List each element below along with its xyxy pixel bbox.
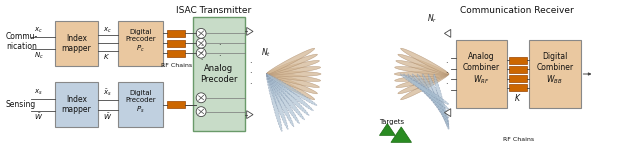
Ellipse shape [266, 74, 319, 88]
Ellipse shape [401, 48, 449, 74]
Bar [118, 21, 163, 66]
Ellipse shape [266, 74, 288, 130]
Ellipse shape [266, 48, 315, 74]
Circle shape [196, 93, 206, 103]
Text: Digital
Precoder
$P_c$: Digital Precoder $P_c$ [125, 29, 156, 54]
Text: ·
·
·: · · · [445, 59, 448, 89]
Ellipse shape [422, 74, 449, 125]
Ellipse shape [417, 74, 449, 122]
Polygon shape [380, 124, 396, 135]
Ellipse shape [400, 74, 449, 104]
Ellipse shape [266, 74, 309, 116]
Circle shape [196, 107, 206, 117]
Bar [509, 84, 527, 91]
Bar [456, 40, 508, 108]
Text: ·
·
·: · · · [218, 41, 220, 71]
Text: $\bar{W}$: $\bar{W}$ [34, 111, 43, 122]
Bar [193, 17, 244, 131]
Text: $\bar{x}_s$: $\bar{x}_s$ [103, 87, 112, 98]
Ellipse shape [266, 74, 282, 131]
Ellipse shape [266, 54, 317, 74]
Text: $x_c$: $x_c$ [103, 26, 112, 35]
Text: Index
mapper: Index mapper [61, 95, 91, 114]
Text: Analog
Precoder: Analog Precoder [200, 64, 237, 84]
Text: Digital
Combiner
$W_{BB}$: Digital Combiner $W_{BB}$ [536, 52, 573, 86]
Ellipse shape [266, 74, 315, 100]
Text: RF Chains: RF Chains [161, 63, 192, 68]
Ellipse shape [266, 74, 294, 127]
Polygon shape [246, 27, 253, 35]
Ellipse shape [398, 74, 449, 94]
Ellipse shape [266, 74, 305, 120]
Text: Communication Receiver: Communication Receiver [460, 6, 574, 15]
Ellipse shape [404, 74, 449, 110]
Text: $x_c$: $x_c$ [34, 26, 43, 35]
Bar [54, 82, 98, 127]
Text: $x_s$: $x_s$ [34, 88, 42, 97]
Ellipse shape [428, 74, 449, 128]
Bar [118, 82, 163, 127]
Bar [168, 50, 185, 57]
Circle shape [196, 48, 206, 58]
Bar [168, 101, 185, 108]
Polygon shape [444, 29, 451, 37]
Ellipse shape [396, 74, 449, 88]
Text: $\bar{W}$: $\bar{W}$ [103, 111, 112, 122]
Text: $K$: $K$ [103, 52, 110, 61]
Ellipse shape [398, 54, 449, 74]
Ellipse shape [395, 67, 449, 75]
Text: ·
·
·: · · · [250, 59, 252, 89]
Text: $N_c$: $N_c$ [34, 51, 44, 61]
Text: ISAC Transmitter: ISAC Transmitter [177, 6, 252, 15]
Text: Index
mapper: Index mapper [61, 34, 91, 53]
Ellipse shape [434, 74, 449, 130]
Ellipse shape [266, 74, 314, 111]
Bar [54, 21, 98, 66]
Text: $K$: $K$ [515, 92, 522, 103]
Text: ·
·
·: · · · [200, 43, 202, 63]
Bar [509, 66, 527, 73]
Ellipse shape [394, 71, 449, 77]
Circle shape [196, 28, 206, 38]
Polygon shape [391, 127, 412, 142]
Ellipse shape [266, 73, 321, 81]
Ellipse shape [266, 74, 317, 94]
Text: Targets: Targets [379, 119, 404, 125]
Ellipse shape [266, 60, 319, 74]
Polygon shape [444, 109, 451, 117]
Ellipse shape [408, 74, 449, 114]
Bar [168, 40, 185, 47]
Ellipse shape [396, 60, 449, 74]
Text: Commu-
nication: Commu- nication [6, 32, 38, 51]
Text: $N_t$: $N_t$ [260, 47, 271, 59]
Text: Sensing: Sensing [6, 100, 36, 109]
Text: RF Chains: RF Chains [502, 137, 534, 142]
Ellipse shape [395, 73, 449, 81]
Ellipse shape [266, 71, 321, 77]
Text: Digital
Precoder
$P_s$: Digital Precoder $P_s$ [125, 90, 156, 115]
Bar [509, 57, 527, 64]
Polygon shape [246, 111, 253, 119]
Ellipse shape [401, 74, 449, 100]
Circle shape [196, 38, 206, 48]
Ellipse shape [412, 74, 449, 118]
Ellipse shape [266, 67, 321, 75]
Bar [509, 75, 527, 82]
Ellipse shape [266, 74, 317, 106]
Text: $N_r$: $N_r$ [427, 12, 437, 25]
Bar [529, 40, 580, 108]
Bar [168, 30, 185, 37]
Text: Analog
Combiner
$W_{RF}$: Analog Combiner $W_{RF}$ [463, 52, 500, 86]
Ellipse shape [266, 74, 300, 124]
